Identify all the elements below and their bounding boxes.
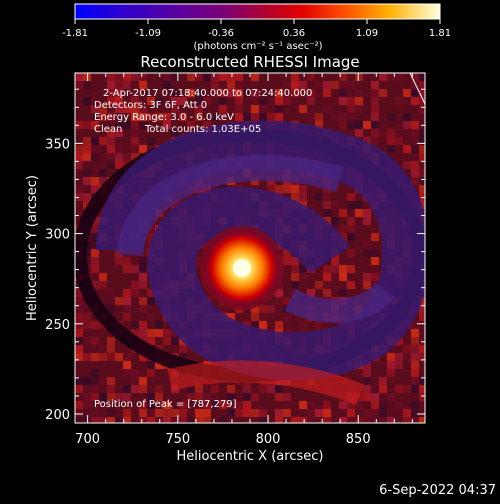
x-tick-label: 800	[256, 432, 281, 447]
colorbar-tick-label: 0.36	[283, 28, 305, 39]
y-tick-label: 350	[45, 137, 70, 152]
x-axis-ticks	[87, 73, 413, 423]
image-title: Reconstructed RHESSI Image	[140, 53, 359, 71]
colorbar-tick-label: 1.81	[429, 28, 451, 39]
y-axis-label: Heliocentric Y (arcsec)	[25, 175, 40, 321]
colorbar-tick-label: 1.09	[356, 28, 378, 39]
x-tick-label: 850	[346, 432, 371, 447]
colorbar-gradient	[74, 3, 441, 20]
info-time-range: 2-Apr-2017 07:18:40.000 to 07:24:40.000	[103, 88, 312, 99]
y-tick-label: 300	[45, 228, 70, 243]
info-energy-range: Energy Range: 3.0 - 6.0 keV	[94, 112, 234, 123]
timestamp: 6-Sep-2022 04:37	[379, 483, 496, 498]
x-tick-label: 700	[75, 432, 100, 447]
x-axis-label: Heliocentric X (arcsec)	[177, 449, 324, 464]
colorbar-ticks	[74, 19, 441, 24]
solar-limb-line	[409, 73, 425, 106]
colorbar-tick-label: -0.36	[208, 28, 234, 39]
rhessi-map	[75, 73, 425, 423]
y-tick-label: 200	[45, 408, 70, 423]
colorbar-units: (photons cm⁻² s⁻¹ asec⁻²)	[193, 41, 322, 52]
x-tick-label: 750	[165, 432, 190, 447]
colorbar: -1.81 -1.09 -0.36 0.36 1.09 1.81 (photon…	[62, 3, 451, 52]
info-method: Clean	[94, 124, 122, 135]
info-detectors: Detectors: 3F 6F, Att 0	[94, 100, 207, 111]
colorbar-tick-label: -1.81	[62, 28, 88, 39]
y-axis-ticks	[75, 88, 425, 415]
peak-position-label: Position of Peak = [787,279]	[94, 399, 237, 410]
y-tick-label: 250	[45, 318, 70, 333]
info-total-counts: Total counts: 1.03E+05	[144, 124, 261, 135]
colorbar-tick-label: -1.09	[135, 28, 161, 39]
